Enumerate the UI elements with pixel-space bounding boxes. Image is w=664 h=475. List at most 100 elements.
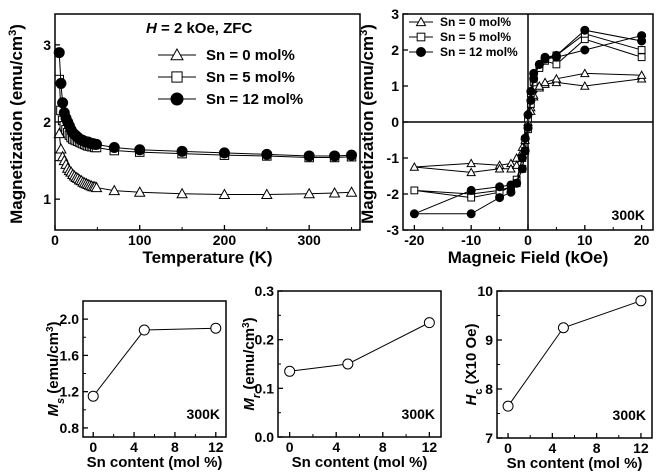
y-axis-label: Magnetization (emu/cm3) [358,24,377,224]
mh-series-2-point [520,146,530,156]
legend-marker [170,92,184,106]
mh-series-0-point [466,167,477,177]
x-tick-label: 0 [504,440,512,456]
mr-panel-series-point [423,317,435,329]
ms-panel-series-point [210,322,222,334]
mt-series-0-point [176,187,188,199]
temperature-annotation: 300K [612,207,645,223]
mh-series-2-point [523,122,533,132]
hc-panel: 0 4 8 12 7 8 9 10 Sn content (mol %) Hc (X10 Oe) 3… [463,283,653,472]
mh-series-2-point [637,36,647,46]
mt-series-0-point [260,188,273,200]
y-tick-label: 2 [391,42,399,58]
mh-series-2-point [526,86,536,96]
mh-series-2-point [523,110,533,120]
temperature-annotation: 300K [613,407,646,423]
mt-series-0-point [218,188,231,200]
x-tick-label: 100 [128,232,152,248]
mt-series-2-point [134,144,146,156]
y-tick-label: 1.6 [60,347,80,363]
x-tick-label: 8 [593,440,601,456]
legend-label: Sn = 12 mol% [440,45,518,59]
legend-label: Sn = 5 mol% [206,69,295,86]
x-axis-label: Sn content (mol %) [507,455,643,472]
x-tick-label: 12 [422,439,438,455]
y-tick-label: 3 [391,6,399,22]
x-tick-label: 8 [379,439,387,455]
y-tick-label: 0.1 [255,380,275,396]
legend-marker [415,16,427,27]
ms-panel-series-point [138,324,150,336]
temperature-annotation: 300K [187,406,220,422]
mh-series-1-point [552,60,561,69]
mh-series-1-point [467,193,476,202]
mt-series-2-point [218,147,230,159]
y-tick-label: 0.2 [255,332,275,348]
hc-panel-series-point [502,400,514,412]
x-tick-label: 8 [171,439,179,455]
mt-series-0-point [55,142,67,154]
hc-panel-series-point [635,295,647,307]
ms-panel-series-line [92,327,216,397]
mh-series-2-point [495,182,505,192]
mh-series-2-point [526,95,536,105]
x-tick-label: 10 [577,232,593,248]
x-axis-label: Sn content (mol %) [87,454,223,471]
mh-series-2-point [529,74,539,84]
y-tick-label: 0.0 [255,429,275,445]
y-tick-label: 0.3 [255,283,275,299]
mt-series-2-point [53,47,65,59]
mt-series-2-point [108,141,120,153]
y-tick-label: 10 [477,283,493,299]
mh-series-0-point [494,163,505,173]
y-tick-label: -1 [387,150,400,166]
y-tick-label: 1 [43,191,51,207]
y-tick-label: 2 [43,114,51,130]
mh-series-1-point [637,46,646,54]
mh-series-0-point [579,80,590,90]
mh-series-0-point [636,70,647,79]
legend-label: Sn = 0 mol% [206,47,295,64]
y-tick-label: 7 [485,430,493,446]
x-tick-label: 0 [524,232,532,248]
ms-panel-series-point [87,390,99,402]
x-axis-label: Temperature (K) [142,248,272,267]
mr-panel-series-line [289,322,430,372]
x-tick-label: 12 [633,440,649,456]
y-tick-label: 0.8 [60,420,80,436]
mt-series-2-point [261,148,273,160]
hc-panel-series-point [557,322,569,334]
mr-panel-series-point [342,358,354,370]
legend-marker [171,71,183,83]
mt-panel: 0 100 200 300 1 2 3 Temperature (K) Magnetizatio… [7,13,361,267]
mh-series-0-point [551,73,562,83]
mt-series-2-point [303,150,315,162]
x-tick-label: 4 [332,439,340,455]
mh-series-2-point [409,209,419,219]
mt-series-2-point [176,145,188,157]
mh-series-2-point [580,25,590,35]
y-tick-label: 1.2 [60,384,80,400]
mh-series-2-point [551,50,561,60]
mr-panel: 0 4 8 12 0.0 0.1 0.2 0.3 Sn content (mol %) Mr (e… [241,283,442,471]
x-tick-label: 20 [634,232,650,248]
mh-series-2-point [580,45,590,55]
y-tick-label: -3 [387,222,400,238]
mh-series-2-point [540,52,550,62]
ms-panel: 0 4 8 12 0.8 1.2 1.6 2.0 Sn content (mol %) Ms (e… [45,300,227,471]
mt-series-2-point [329,150,341,162]
y-tick-label: 2.0 [60,311,80,327]
mt-series-0-point [90,181,103,193]
legend-marker [170,47,184,61]
mh-series-2-point [466,209,476,219]
y-tick-label: -2 [387,186,400,202]
x-tick-label: 0 [51,232,59,248]
x-tick-label: 0 [286,439,294,455]
mh-series-1-point [410,186,419,195]
y-tick-label: 0 [391,114,399,130]
mt-series-0-line [58,133,352,196]
mh-series-0-point [540,77,550,87]
legend-label: Sn = 5 mol% [440,30,511,44]
